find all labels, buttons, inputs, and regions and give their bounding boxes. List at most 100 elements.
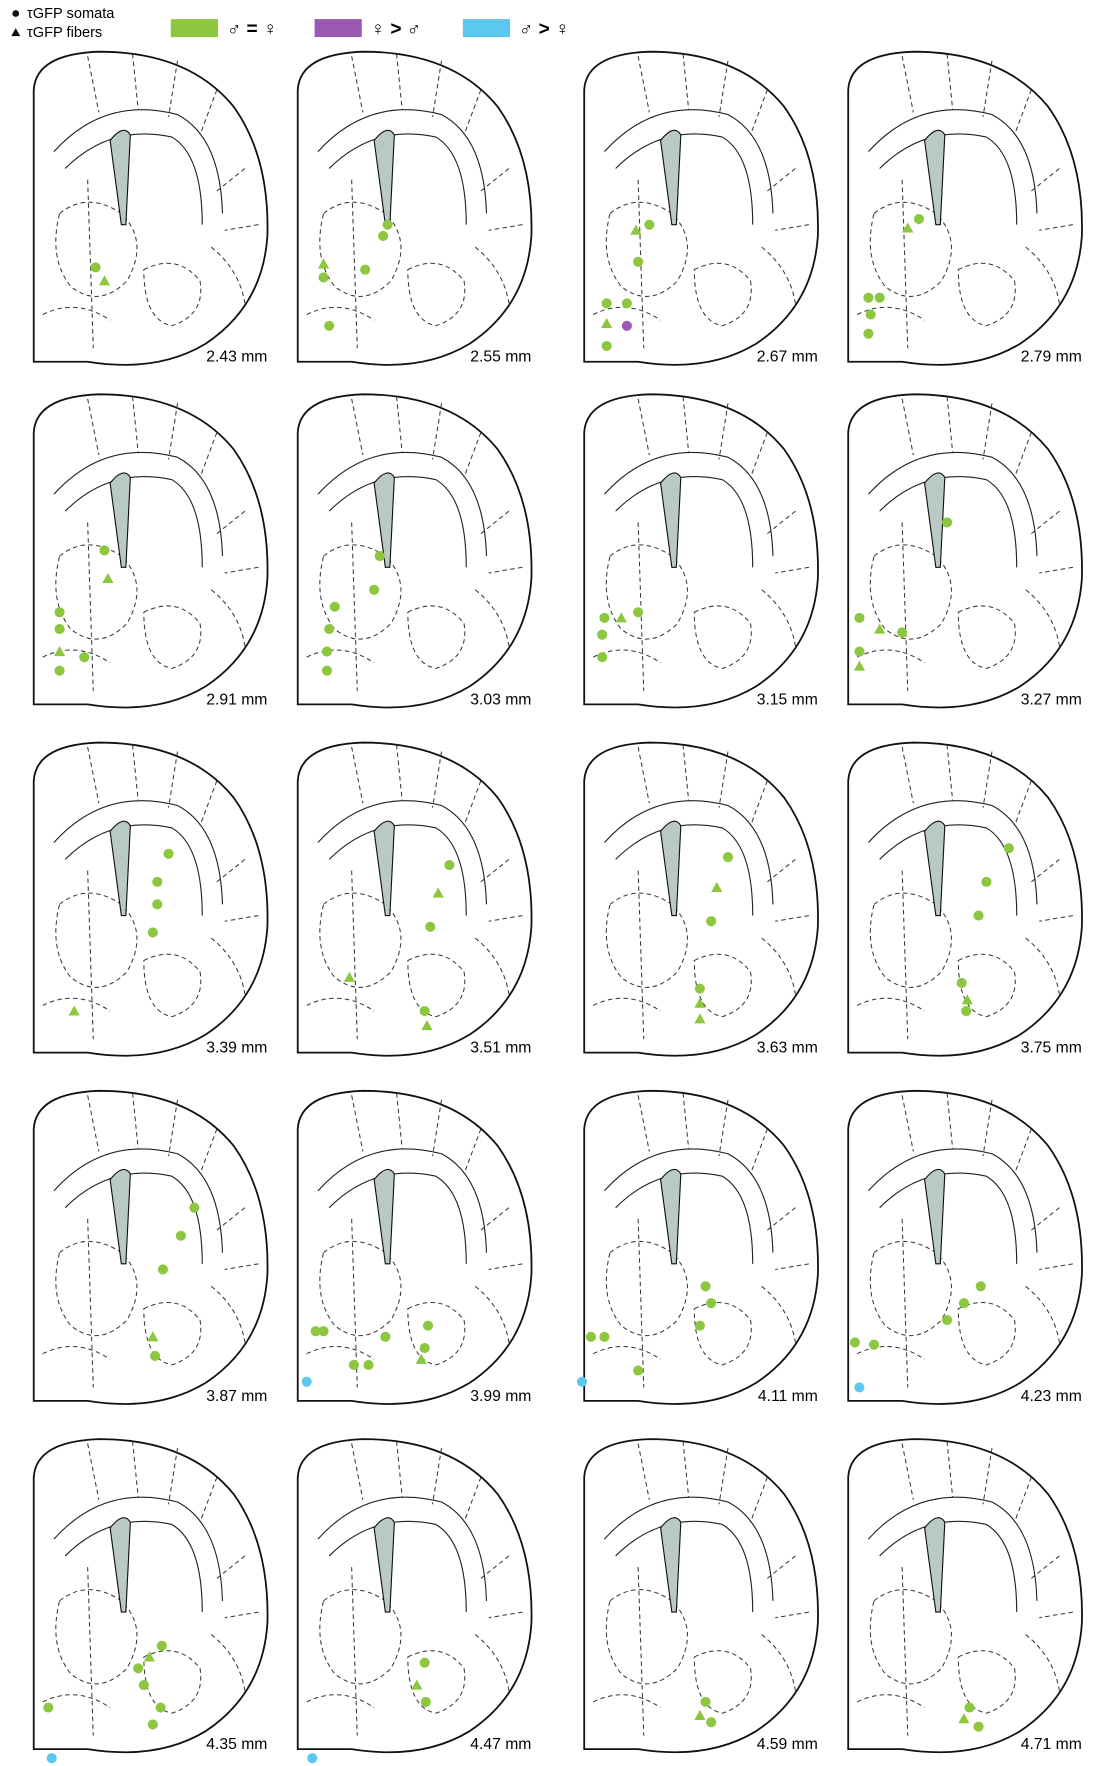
section-outline: [584, 394, 818, 707]
soma-marker: [850, 1337, 860, 1347]
section-depth-label: 4.59 mm: [757, 1736, 818, 1753]
section-depth-label: 3.15 mm: [757, 691, 818, 708]
section-depth-label: 2.43 mm: [206, 349, 267, 366]
soma-marker: [706, 1298, 716, 1308]
soma-marker: [189, 1203, 199, 1213]
soma-marker: [869, 1340, 879, 1350]
soma-marker: [163, 849, 173, 859]
section-depth-label: 3.51 mm: [470, 1040, 531, 1057]
soma-marker: [425, 922, 435, 932]
soma-marker: [1004, 843, 1014, 853]
soma-marker: [152, 877, 162, 887]
soma-marker: [43, 1703, 53, 1713]
soma-marker: [55, 624, 65, 634]
section-outline: [298, 1091, 532, 1404]
soma-marker: [158, 1264, 168, 1274]
soma-marker: [586, 1332, 596, 1342]
soma-marker: [319, 1326, 329, 1336]
soma-marker: [700, 1281, 710, 1291]
legend-label: ♀ > ♂: [371, 19, 421, 40]
brain-section: [848, 1091, 1082, 1404]
soma-marker: [420, 1658, 430, 1668]
soma-marker: [157, 1641, 167, 1651]
brain-section: [584, 52, 818, 365]
soma-marker: [599, 613, 609, 623]
legend-swatch: [463, 19, 510, 37]
brain-section: [34, 1091, 268, 1404]
brain-section: [584, 743, 818, 1056]
section-depth-label: 2.55 mm: [470, 349, 531, 366]
soma-marker: [375, 551, 385, 561]
soma-marker: [360, 265, 370, 275]
soma-marker: [976, 1281, 986, 1291]
section-outline: [34, 743, 268, 1056]
soma-marker: [957, 978, 967, 988]
soma-marker: [959, 1298, 969, 1308]
soma-marker: [444, 860, 454, 870]
soma-marker: [602, 298, 612, 308]
section-depth-label: 4.71 mm: [1021, 1736, 1082, 1753]
page: {"legend": { "markers": [{"symbol": "cir…: [0, 0, 1101, 1766]
soma-marker: [133, 1663, 143, 1673]
soma-marker: [324, 321, 334, 331]
soma-marker: [349, 1360, 359, 1370]
soma-marker: [363, 1360, 373, 1370]
section-outline: [298, 743, 532, 1056]
soma-marker: [378, 231, 388, 241]
soma-marker: [577, 1377, 587, 1387]
legend-fibers-symbol: [11, 28, 20, 36]
section-outline: [848, 1091, 1082, 1404]
legend-label: ♂ = ♀: [227, 19, 277, 40]
soma-marker: [148, 927, 158, 937]
brain-section: [298, 1091, 532, 1404]
section-outline: [584, 1091, 818, 1404]
soma-marker: [302, 1377, 312, 1387]
section-outline: [34, 394, 268, 707]
soma-marker: [622, 298, 632, 308]
brain-section: [298, 52, 532, 365]
soma-marker: [942, 517, 952, 527]
section-depth-label: 4.11 mm: [758, 1388, 818, 1405]
soma-marker: [176, 1231, 186, 1241]
soma-marker: [973, 1722, 983, 1732]
soma-marker: [139, 1680, 149, 1690]
section-outline: [298, 394, 532, 707]
brain-section: [848, 52, 1082, 365]
soma-marker: [981, 877, 991, 887]
soma-marker: [330, 602, 340, 612]
section-outline: [584, 1439, 818, 1752]
soma-marker: [79, 652, 89, 662]
brain-section: [848, 394, 1082, 707]
soma-marker: [644, 220, 654, 230]
soma-marker: [423, 1321, 433, 1331]
brain-section: [34, 394, 268, 707]
soma-marker: [942, 1315, 952, 1325]
section-outline: [848, 52, 1082, 365]
soma-marker: [420, 1006, 430, 1016]
section-depth-label: 3.63 mm: [757, 1040, 818, 1057]
soma-marker: [319, 272, 329, 282]
section-depth-label: 3.03 mm: [470, 691, 531, 708]
soma-marker: [156, 1703, 166, 1713]
soma-marker: [602, 341, 612, 351]
soma-marker: [854, 1382, 864, 1392]
soma-marker: [914, 214, 924, 224]
soma-marker: [420, 1343, 430, 1353]
soma-marker: [961, 1006, 971, 1016]
soma-marker: [695, 1321, 705, 1331]
section-depth-label: 4.23 mm: [1021, 1388, 1082, 1405]
soma-marker: [706, 1717, 716, 1727]
soma-marker: [863, 293, 873, 303]
brain-section: [34, 743, 268, 1056]
section-depth-label: 2.91 mm: [206, 691, 267, 708]
soma-marker: [897, 627, 907, 637]
soma-marker: [322, 647, 332, 657]
soma-marker: [383, 220, 393, 230]
legend-label: τGFP fibers: [27, 25, 102, 41]
soma-marker: [633, 607, 643, 617]
brain-section: [577, 1091, 818, 1404]
soma-marker: [875, 293, 885, 303]
section-outline: [584, 743, 818, 1056]
section-outline: [298, 1439, 532, 1752]
brain-section: [848, 743, 1082, 1056]
